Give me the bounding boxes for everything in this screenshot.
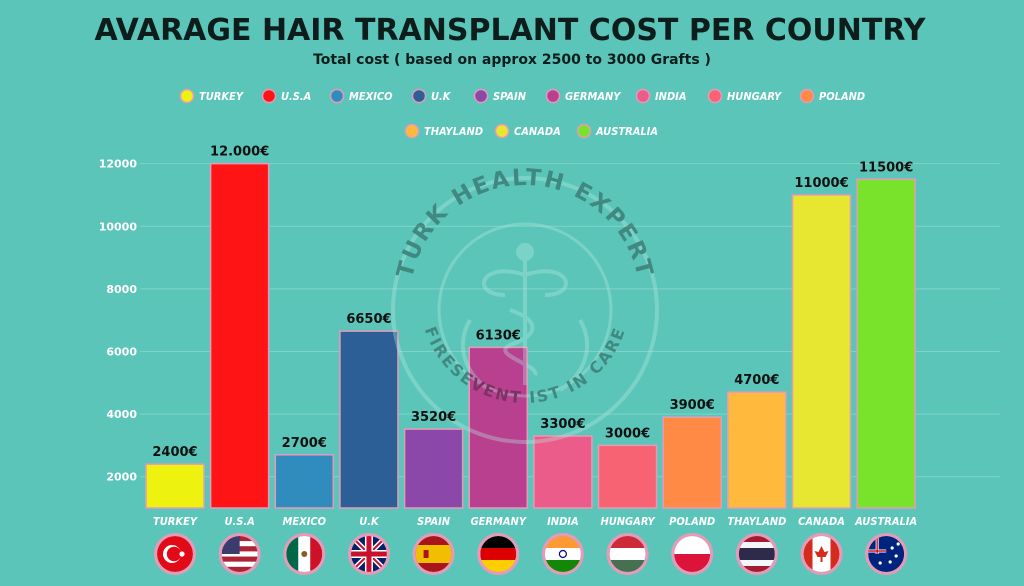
legend-swatch-u-k bbox=[411, 88, 427, 104]
legend-label-u-s-a: U.S.A bbox=[281, 90, 311, 103]
legend-swatch-australia bbox=[576, 123, 592, 139]
legend-label-india: INDIA bbox=[655, 90, 687, 103]
poland-flag-icon bbox=[671, 533, 714, 575]
legend-swatch-poland bbox=[799, 88, 815, 104]
bar-canada bbox=[791, 194, 852, 509]
thayland-flag-icon bbox=[735, 533, 778, 575]
data-label-u-s-a: 12.000€ bbox=[210, 145, 269, 160]
x-tick-label-germany: GERMANY bbox=[471, 515, 528, 528]
legend-label-turkey: TURKEY bbox=[199, 90, 245, 103]
legend-swatch-mexico bbox=[329, 88, 345, 104]
hungary-flag-icon bbox=[606, 533, 649, 575]
data-label-india: 3300€ bbox=[540, 417, 585, 432]
bar-u-s-a bbox=[209, 162, 270, 509]
chart-subtitle: Total cost ( based on approx 2500 to 300… bbox=[313, 52, 711, 68]
mexico-flag-icon bbox=[283, 533, 326, 575]
bar-spain bbox=[403, 428, 464, 509]
data-label-u-k: 6650€ bbox=[346, 312, 391, 327]
legend-label-mexico: MEXICO bbox=[349, 90, 393, 103]
spain-flag-icon bbox=[412, 533, 455, 575]
x-tick-label-thayland: THAYLAND bbox=[727, 515, 786, 528]
india-flag-icon bbox=[541, 533, 584, 575]
x-tick-label-u-s-a: U.S.A bbox=[224, 515, 254, 528]
legend-label-canada: CANADA bbox=[514, 125, 561, 138]
legend-label-hungary: HUNGARY bbox=[727, 90, 783, 103]
y-tick-label: 10000 bbox=[99, 220, 138, 233]
bar-india bbox=[533, 435, 593, 509]
x-tick-label-india: INDIA bbox=[547, 515, 579, 528]
watermark-seal: TURK HEALTH EXPERT FIRESEVENT IST IN CAR… bbox=[391, 165, 659, 444]
data-label-spain: 3520€ bbox=[411, 410, 456, 425]
data-label-canada: 11000€ bbox=[794, 176, 848, 191]
legend-label-poland: POLAND bbox=[819, 90, 865, 103]
caduceus-icon bbox=[460, 243, 590, 392]
data-label-mexico: 2700€ bbox=[282, 436, 327, 451]
x-tick-label-canada: CANADA bbox=[798, 515, 845, 528]
y-tick-label: 6000 bbox=[106, 345, 137, 358]
legend-label-spain: SPAIN bbox=[493, 90, 527, 103]
u-s-a-flag-icon bbox=[218, 533, 261, 575]
canada-flag-icon bbox=[800, 533, 843, 575]
x-tick-label-hungary: HUNGARY bbox=[600, 515, 656, 528]
u-k-flag-icon bbox=[347, 533, 390, 575]
bar-poland bbox=[662, 416, 722, 509]
data-label-poland: 3900€ bbox=[670, 398, 715, 413]
legend-swatch-hungary bbox=[707, 88, 723, 104]
bar-germany bbox=[468, 346, 528, 509]
legend-swatch-u-s-a bbox=[261, 88, 277, 104]
x-tick-label-australia: AUSTRALIA bbox=[854, 515, 917, 528]
turkey-flag-icon bbox=[154, 533, 196, 575]
x-tick-label-turkey: TURKEY bbox=[153, 515, 199, 528]
y-tick-label: 2000 bbox=[106, 471, 137, 484]
data-label-germany: 6130€ bbox=[476, 328, 521, 343]
legend-swatch-thayland bbox=[404, 123, 420, 139]
y-tick-label: 8000 bbox=[106, 283, 137, 296]
bar-turkey bbox=[145, 463, 205, 509]
legend-label-thayland: THAYLAND bbox=[424, 125, 483, 138]
data-label-australia: 11500€ bbox=[859, 160, 913, 175]
australia-flag-icon bbox=[865, 533, 908, 575]
y-tick-label: 12000 bbox=[99, 158, 138, 171]
y-tick-label: 4000 bbox=[106, 408, 137, 421]
bar-thayland bbox=[727, 391, 787, 509]
bar-u-k bbox=[339, 330, 399, 509]
legend-swatch-india bbox=[635, 88, 651, 104]
data-label-hungary: 3000€ bbox=[605, 426, 650, 441]
bar-hungary bbox=[597, 444, 658, 509]
legend-swatch-canada bbox=[494, 123, 510, 139]
x-tick-label-poland: POLAND bbox=[669, 515, 715, 528]
x-tick-label-mexico: MEXICO bbox=[282, 515, 326, 528]
legend-label-u-k: U.K bbox=[431, 90, 452, 103]
bar-australia bbox=[856, 178, 916, 509]
data-label-thayland: 4700€ bbox=[734, 373, 779, 388]
bar-mexico bbox=[274, 454, 335, 509]
germany-flag-icon bbox=[477, 533, 520, 575]
chart-title: AVARAGE HAIR TRANSPLANT COST PER COUNTRY bbox=[94, 13, 926, 48]
legend-label-australia: AUSTRALIA bbox=[595, 125, 658, 138]
legend-swatch-turkey bbox=[179, 88, 195, 104]
data-label-turkey: 2400€ bbox=[152, 445, 197, 460]
legend-label-germany: GERMANY bbox=[565, 90, 622, 103]
legend-swatch-spain bbox=[473, 88, 489, 104]
x-tick-label-spain: SPAIN bbox=[417, 515, 451, 528]
x-tick-label-u-k: U.K bbox=[359, 515, 380, 528]
legend-swatch-germany bbox=[545, 88, 561, 104]
